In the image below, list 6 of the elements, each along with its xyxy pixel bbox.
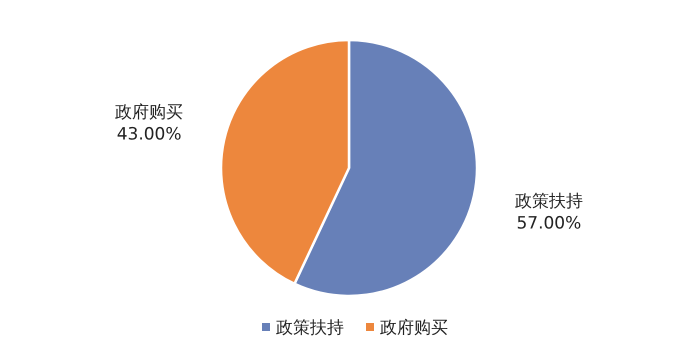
- slice-label: 政策扶持: [514, 192, 583, 212]
- legend-label: 政府购买: [380, 318, 448, 338]
- legend-label: 政策扶持: [276, 318, 344, 338]
- slice-label: 政府购买: [115, 102, 184, 122]
- data-label: 57.00%: [516, 214, 582, 234]
- data-label: 43.00%: [116, 124, 182, 144]
